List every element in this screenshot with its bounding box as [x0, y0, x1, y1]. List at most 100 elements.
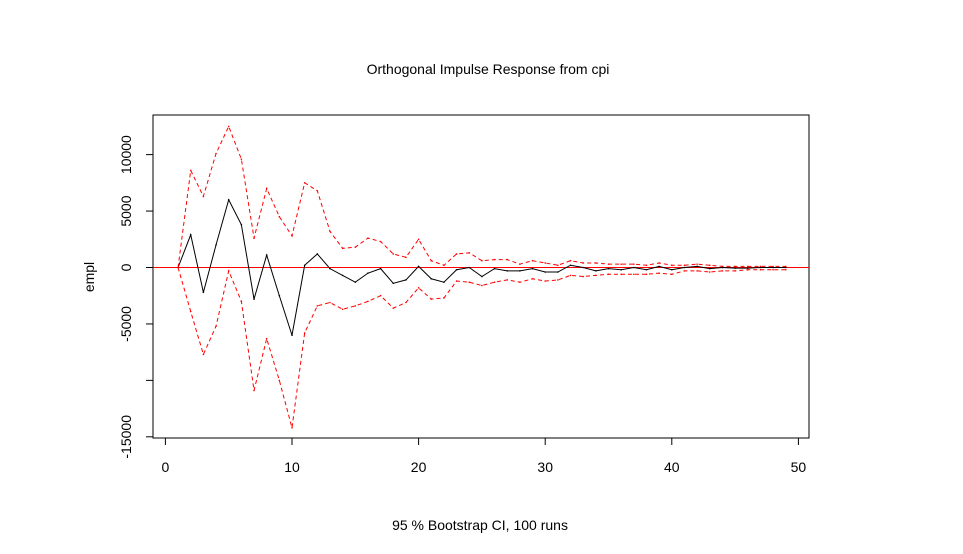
data-point-upper-ci: [734, 265, 736, 268]
x-tick-label: 10: [284, 459, 300, 475]
data-point-upper-ci: [443, 264, 445, 267]
data-point-response: [696, 265, 698, 268]
data-point-upper-ci: [202, 195, 205, 198]
data-point-upper-ci: [595, 262, 597, 264]
data-point-response: [734, 267, 736, 269]
data-point-lower-ci: [341, 308, 344, 311]
data-point-response: [278, 294, 281, 297]
data-point-response: [417, 265, 420, 268]
data-point-upper-ci: [215, 152, 217, 155]
data-point-lower-ci: [430, 298, 433, 300]
data-point-response: [721, 266, 724, 269]
x-tick-label: 30: [537, 459, 553, 475]
data-point-upper-ci: [746, 265, 749, 268]
data-point-response: [759, 266, 762, 269]
data-point-upper-ci: [557, 264, 559, 267]
data-point-lower-ci: [405, 301, 407, 304]
data-point-lower-ci: [265, 337, 268, 340]
data-point-response: [683, 266, 686, 269]
data-point-lower-ci: [620, 273, 622, 276]
data-point-upper-ci: [316, 189, 319, 192]
data-point-response: [481, 275, 483, 278]
data-point-upper-ci: [253, 237, 255, 239]
data-point-upper-ci: [367, 237, 369, 239]
data-point-lower-ci: [633, 273, 635, 276]
data-point-response: [582, 266, 584, 269]
data-point-upper-ci: [633, 263, 635, 265]
data-point-lower-ci: [658, 272, 660, 274]
data-point-response: [329, 267, 331, 270]
data-point-upper-ci: [772, 265, 774, 268]
data-point-lower-ci: [493, 281, 496, 283]
chart-title: Orthogonal Impulse Response from cpi: [367, 61, 610, 77]
data-point-upper-ci: [481, 259, 483, 262]
data-point-response: [557, 271, 559, 273]
data-point-lower-ci: [671, 273, 673, 276]
data-point-lower-ci: [746, 268, 749, 271]
data-point-lower-ci: [240, 300, 243, 303]
data-point-upper-ci: [607, 263, 610, 265]
data-point-lower-ci: [696, 270, 698, 272]
data-point-lower-ci: [544, 280, 546, 282]
data-point-upper-ci: [468, 252, 471, 254]
data-point-response: [291, 334, 293, 337]
y-tick-label: -15000: [118, 415, 134, 459]
data-point-lower-ci: [443, 297, 445, 299]
data-point-lower-ci: [531, 277, 534, 280]
data-point-lower-ci: [379, 294, 382, 297]
data-point-upper-ci: [354, 246, 357, 248]
data-point-response: [354, 281, 357, 283]
series-line-upper-ci: [177, 125, 786, 268]
data-point-response: [316, 253, 319, 255]
data-point-response: [443, 281, 445, 283]
data-point-lower-ci: [607, 273, 610, 276]
data-point-upper-ci: [544, 262, 546, 264]
data-point-lower-ci: [708, 271, 711, 273]
data-point-lower-ci: [772, 268, 774, 271]
data-point-response: [544, 271, 546, 273]
data-point-lower-ci: [329, 301, 331, 304]
data-point-upper-ci: [405, 256, 407, 259]
x-axis: 0 10 20 30 40 50: [162, 437, 806, 475]
data-point-lower-ci: [595, 274, 597, 277]
data-point-lower-ci: [278, 379, 281, 382]
data-point-upper-ci: [683, 264, 686, 267]
data-point-upper-ci: [341, 247, 344, 250]
series-upper-ci: [177, 125, 787, 269]
data-point-upper-ci: [645, 264, 648, 267]
y-tick-label: 10000: [118, 135, 134, 174]
data-point-lower-ci: [506, 279, 509, 281]
data-point-upper-ci: [759, 265, 762, 268]
data-point-response: [658, 265, 660, 268]
data-point-lower-ci: [481, 284, 483, 287]
data-point-lower-ci: [519, 281, 521, 283]
data-point-upper-ci: [493, 258, 496, 261]
data-point-response: [405, 279, 407, 281]
data-point-upper-ci: [658, 262, 660, 264]
data-point-lower-ci: [683, 270, 686, 272]
data-point-upper-ci: [278, 215, 281, 218]
data-point-response: [215, 244, 217, 246]
y-axis: -15000 -5000 0 5000 10000: [118, 135, 154, 459]
data-point-response: [303, 264, 306, 267]
data-point-response: [253, 298, 255, 300]
data-point-response: [531, 267, 534, 270]
series-layer: [177, 125, 787, 429]
data-point-upper-ci: [329, 230, 331, 233]
data-point-lower-ci: [227, 270, 230, 272]
data-point-response: [367, 272, 369, 274]
data-point-upper-ci: [455, 253, 458, 255]
data-point-lower-ci: [303, 332, 306, 334]
data-point-lower-ci: [645, 273, 648, 276]
data-point-response: [227, 198, 230, 201]
data-point-upper-ci: [265, 187, 268, 190]
data-point-upper-ci: [582, 262, 584, 264]
data-point-response: [708, 267, 711, 270]
data-point-lower-ci: [291, 426, 293, 429]
data-point-response: [265, 254, 268, 256]
data-point-upper-ci: [240, 158, 243, 160]
data-point-upper-ci: [784, 265, 787, 268]
data-point-response: [620, 268, 622, 271]
data-point-response: [506, 270, 509, 272]
